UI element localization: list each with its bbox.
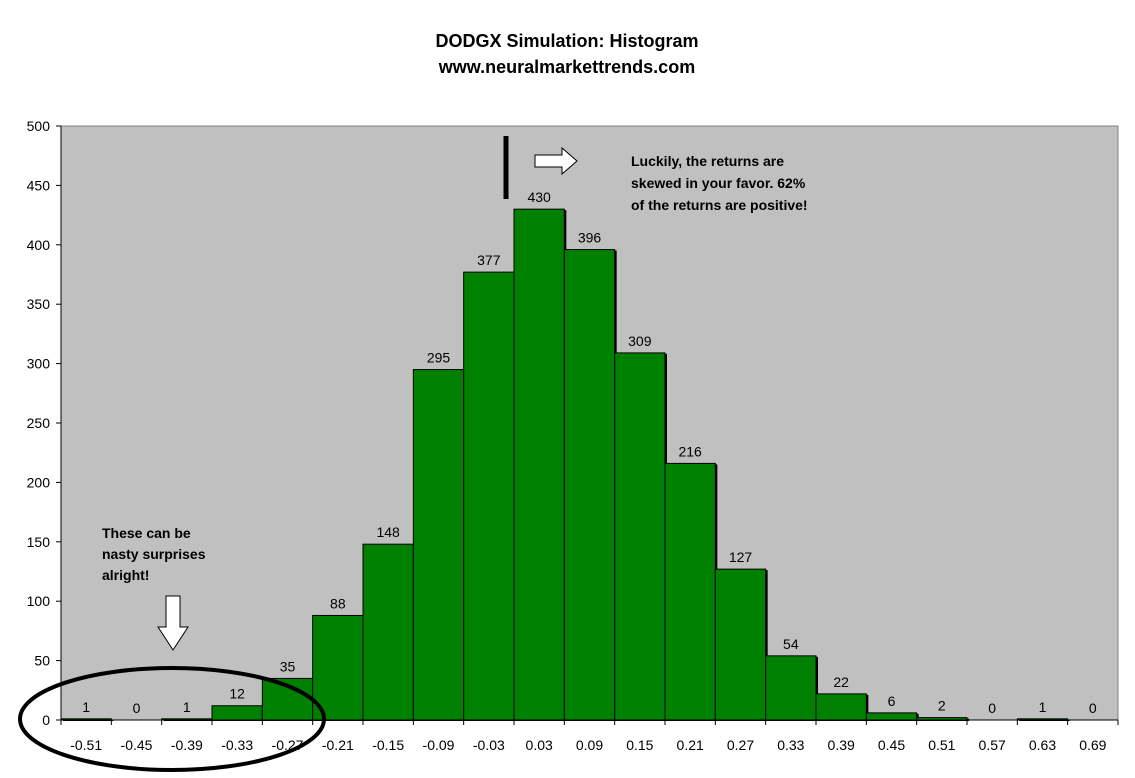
x-tick-label: 0.03 xyxy=(526,737,553,753)
x-tick-label: 0.15 xyxy=(626,737,653,753)
x-tick-label: 0.69 xyxy=(1079,737,1106,753)
x-tick-label: 0.09 xyxy=(576,737,603,753)
right-arrow-icon xyxy=(534,146,578,176)
right-note-line: of the returns are positive! xyxy=(631,197,808,213)
bar-value-label: 148 xyxy=(376,524,400,540)
bar xyxy=(362,543,414,721)
bar xyxy=(865,712,918,721)
left-note: These can be nasty surprises alright! xyxy=(102,525,209,583)
bar-value-label: 0 xyxy=(988,700,996,716)
right-note-line: skewed in your favor. 62% xyxy=(631,175,806,191)
x-tick-label: -0.45 xyxy=(121,737,153,753)
bar xyxy=(513,208,565,721)
bar xyxy=(312,614,364,721)
y-axis: 0 50 100 150 200 250 300 350 400 450 500 xyxy=(27,118,62,728)
bar-value-label: 216 xyxy=(678,443,702,459)
bar xyxy=(765,655,817,721)
bar-value-label: 0 xyxy=(1089,700,1097,716)
y-tick-label: 350 xyxy=(27,296,51,312)
right-note: Luckily, the returns are skewed in your … xyxy=(631,153,809,213)
y-tick-label: 200 xyxy=(27,474,51,490)
x-tick-label: -0.15 xyxy=(372,737,404,753)
y-tick-label: 150 xyxy=(27,534,51,550)
bar-value-label: 295 xyxy=(427,350,451,366)
right-note-line: Luckily, the returns are xyxy=(631,153,784,169)
highlight-ellipse xyxy=(18,666,326,772)
x-tick-label: 0.45 xyxy=(878,737,905,753)
chart-subtitle: www.neuralmarkettrends.com xyxy=(438,57,695,77)
bar xyxy=(714,568,767,721)
bar-value-label: 54 xyxy=(783,636,799,652)
x-tick-label: 0.57 xyxy=(979,737,1006,753)
y-tick-label: 500 xyxy=(27,118,51,134)
x-tick-label: 0.39 xyxy=(828,737,855,753)
x-axis: -0.51 -0.45 -0.39 -0.33 -0.27 -0.21 -0.15 -0.09… xyxy=(60,719,1119,753)
x-tick-label: -0.51 xyxy=(70,737,102,753)
chart-title: DODGX Simulation: Histogram xyxy=(435,31,698,51)
bar xyxy=(463,271,515,721)
y-tick-label: 50 xyxy=(34,653,50,669)
bar xyxy=(412,369,465,721)
bar-value-label: 309 xyxy=(628,333,652,349)
bar-value-label: 396 xyxy=(578,230,602,246)
x-tick-label: 0.27 xyxy=(727,737,754,753)
x-tick-label: 0.21 xyxy=(677,737,704,753)
bar xyxy=(614,352,666,721)
y-tick-label: 400 xyxy=(27,237,51,253)
bar-value-label: 88 xyxy=(330,595,346,611)
x-tick-label: -0.09 xyxy=(423,737,455,753)
bar-value-label: 0 xyxy=(133,700,141,716)
bar-value-label: 127 xyxy=(729,549,753,565)
y-tick-label: 250 xyxy=(27,415,51,431)
x-tick-label: -0.03 xyxy=(473,737,505,753)
bar xyxy=(563,249,616,721)
bar xyxy=(815,693,867,721)
bar-value-label: 1 xyxy=(183,699,191,715)
left-note-line: nasty surprises xyxy=(102,546,206,562)
x-tick-label: 0.51 xyxy=(928,737,955,753)
bar-value-label: 2 xyxy=(938,698,946,714)
bar-value-label: 430 xyxy=(527,189,551,205)
left-note-line: These can be xyxy=(102,525,191,541)
bar-value-label: 1 xyxy=(1039,699,1047,715)
y-tick-label: 450 xyxy=(27,177,51,193)
bar xyxy=(664,462,716,721)
y-tick-label: 100 xyxy=(27,593,51,609)
down-arrow-icon xyxy=(157,595,189,651)
bar-value-label: 12 xyxy=(229,686,245,702)
bar-value-label: 35 xyxy=(280,658,296,674)
left-note-line: alright! xyxy=(102,567,149,583)
x-tick-label: -0.39 xyxy=(171,737,203,753)
bar-value-label: 377 xyxy=(477,252,501,268)
data-labels: 1 0 1 12 35 88 148 295 377 430 396 309 216 127 54 22 6 2 0… xyxy=(82,189,1097,716)
bar-value-label: 22 xyxy=(833,674,849,690)
bars xyxy=(60,208,1070,721)
x-tick-label: 0.33 xyxy=(777,737,804,753)
y-tick-label: 0 xyxy=(42,712,50,728)
bar-value-label: 6 xyxy=(888,693,896,709)
x-tick-label: 0.63 xyxy=(1029,737,1056,753)
y-tick-label: 300 xyxy=(27,356,51,372)
bar-value-label: 1 xyxy=(82,699,90,715)
bar xyxy=(211,705,263,721)
x-tick-label: -0.21 xyxy=(322,737,354,753)
x-tick-label: -0.33 xyxy=(221,737,253,753)
